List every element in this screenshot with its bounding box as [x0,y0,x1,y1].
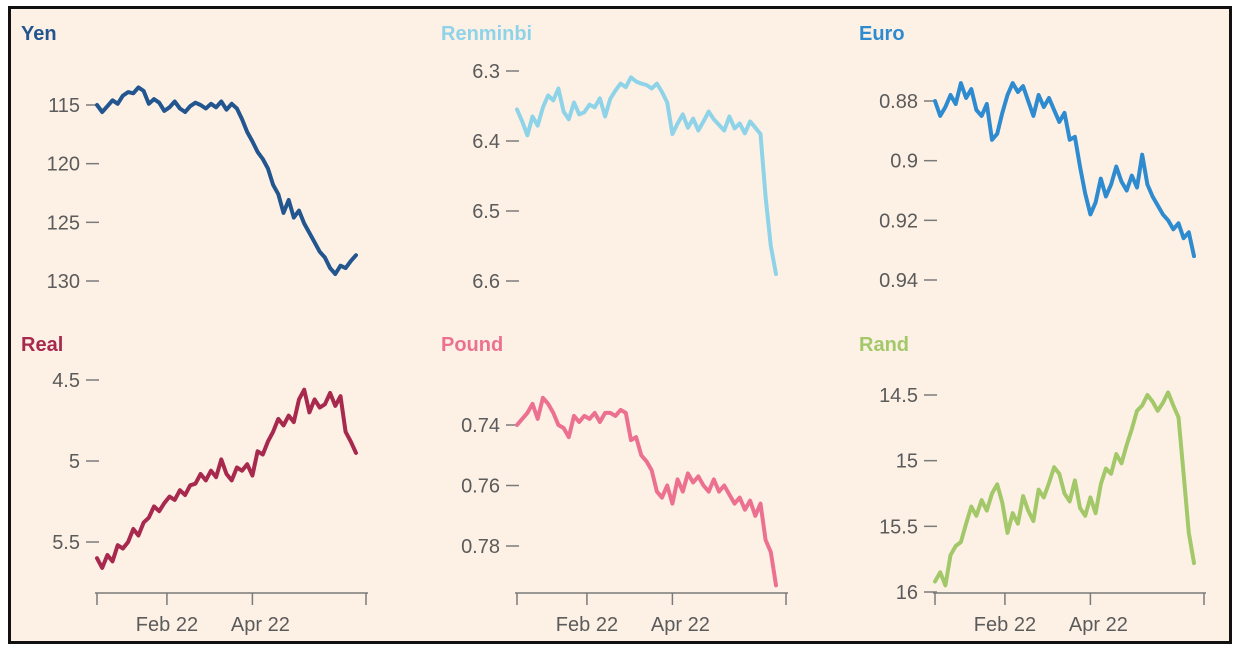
chart-title: Rand [859,334,909,356]
x-tick-label: Apr 22 [651,614,710,636]
y-tick-label: 130 [47,271,80,293]
x-tick-label: Apr 22 [1069,614,1128,636]
chart-panel: Yen 115 120 125 130 Renminbi 6.3 6.4 6.5 6.6 Euro 0… [8,6,1232,644]
y-tick-label: 0.92 [879,210,918,232]
chart-yen: Yen 115 120 125 130 [21,23,358,293]
chart-pound: Pound 0.74 0.76 0.78 Feb 22 Apr 22 [441,334,788,636]
y-tick-label: 15 [896,451,918,473]
chart-real: Real 4.5 5 5.5 Feb 22 Apr 22 [21,334,368,636]
y-tick-label: 125 [47,212,80,234]
y-tick-label: 5.5 [52,532,80,554]
y-tick-label: 6.5 [472,201,500,223]
y-tick-label: 6.4 [472,131,500,153]
chart-euro: Euro 0.88 0.9 0.92 0.94 [859,23,1196,292]
series-line [933,81,1196,259]
series-line [933,390,1196,588]
chart-renminbi: Renminbi 6.3 6.4 6.5 6.6 [441,23,778,293]
chart-title: Euro [859,23,905,45]
x-tick-label: Feb 22 [136,614,198,636]
y-tick-label: 120 [47,154,80,176]
x-tick-label: Apr 22 [231,614,290,636]
chart-title: Real [21,334,63,356]
y-tick-label: 6.6 [472,271,500,293]
series-line [515,395,778,588]
y-tick-label: 5 [69,451,80,473]
y-tick-label: 15.5 [879,516,918,538]
y-tick-label: 16 [896,582,918,604]
currency-small-multiples: Yen 115 120 125 130 Renminbi 6.3 6.4 6.5 6.6 Euro 0… [21,23,1206,636]
series-line [95,85,358,276]
y-tick-label: 14.5 [879,385,918,407]
y-tick-label: 0.88 [879,91,918,113]
series-line [515,75,778,276]
chart-title: Yen [21,23,57,45]
y-tick-label: 0.9 [890,151,918,173]
y-tick-label: 0.76 [461,476,500,498]
y-tick-label: 0.74 [461,415,500,437]
y-tick-label: 6.3 [472,61,500,83]
y-tick-label: 115 [48,95,80,117]
y-tick-label: 0.78 [461,536,500,558]
series-line [95,387,358,570]
x-tick-label: Feb 22 [974,614,1036,636]
y-tick-label: 0.94 [879,270,918,292]
chart-title: Pound [441,334,503,356]
chart-title: Renminbi [441,23,532,45]
x-tick-label: Feb 22 [556,614,618,636]
chart-rand: Rand 14.5 15 15.5 16 Feb 22 Apr 22 [859,334,1206,636]
y-tick-label: 4.5 [52,370,80,392]
